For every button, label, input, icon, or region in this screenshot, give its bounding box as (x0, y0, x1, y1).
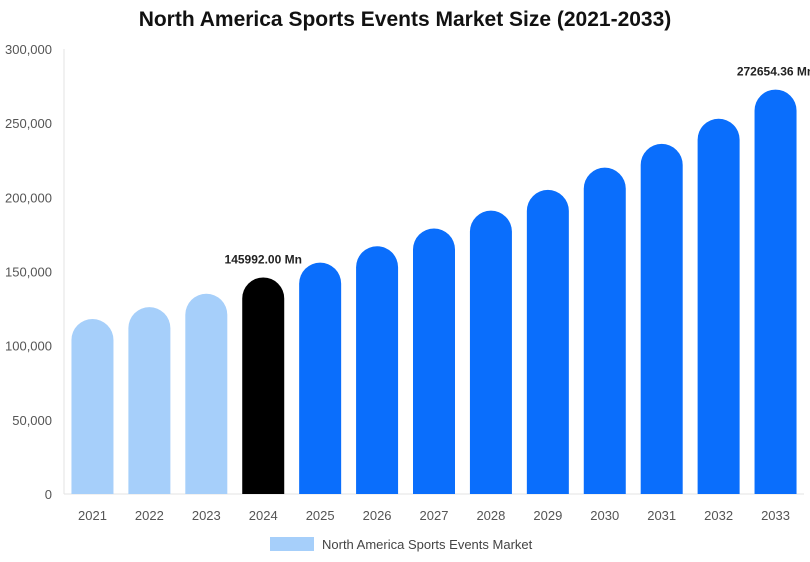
bar-2027[interactable] (413, 228, 455, 495)
bar-2028[interactable] (469, 210, 512, 494)
bar-2025[interactable] (299, 262, 342, 494)
legend-swatch (270, 537, 314, 551)
data-labels-group: 145992.00 Mn 272654.36 Mn (225, 65, 810, 267)
data-label-2033: 272654.36 Mn (737, 65, 810, 79)
x-tick-label: 2023 (192, 508, 221, 523)
y-axis: 0 50,000 100,000 150,000 200,000 250,000 300,0… (5, 42, 65, 502)
bar-2022[interactable] (128, 307, 171, 494)
x-tick-label: 2028 (476, 508, 505, 523)
y-tick-label: 300,000 (5, 42, 52, 57)
y-tick-label: 250,000 (5, 116, 52, 131)
bar-2029[interactable] (526, 189, 569, 494)
bars-group (71, 89, 797, 495)
x-tick-label: 2024 (249, 508, 278, 523)
legend-label: North America Sports Events Market (322, 536, 533, 552)
x-axis: 2021 2022 2023 2024 2025 2026 2027 2028 2029 2030… (64, 493, 804, 523)
bar-2032[interactable] (697, 118, 740, 494)
x-tick-label: 2029 (533, 508, 562, 523)
bar-2031[interactable] (640, 143, 683, 494)
y-tick-label: 100,000 (5, 339, 52, 354)
x-tick-label: 2022 (135, 508, 164, 523)
y-tick-label: 50,000 (12, 413, 52, 428)
x-tick-label: 2025 (306, 508, 335, 523)
x-tick-label: 2033 (761, 508, 790, 523)
legend[interactable]: North America Sports Events Market (270, 536, 532, 552)
bar-2030[interactable] (583, 167, 626, 494)
bar-2026[interactable] (356, 246, 399, 494)
x-tick-label: 2030 (590, 508, 619, 523)
bar-2024[interactable] (242, 277, 285, 494)
chart-title: North America Sports Events Market Size … (138, 8, 672, 31)
x-tick-label: 2031 (647, 508, 676, 523)
y-tick-label: 0 (45, 487, 52, 502)
x-tick-label: 2021 (78, 508, 107, 523)
y-tick-label: 200,000 (5, 190, 52, 205)
x-tick-label: 2027 (420, 508, 449, 523)
bar-2033[interactable] (754, 89, 797, 494)
x-tick-label: 2032 (704, 508, 733, 523)
y-tick-label: 150,000 (5, 265, 52, 280)
data-label-2024: 145992.00 Mn (225, 252, 302, 266)
bar-2021[interactable] (71, 318, 114, 494)
bar-2023[interactable] (185, 293, 228, 494)
x-tick-label: 2026 (363, 508, 392, 523)
